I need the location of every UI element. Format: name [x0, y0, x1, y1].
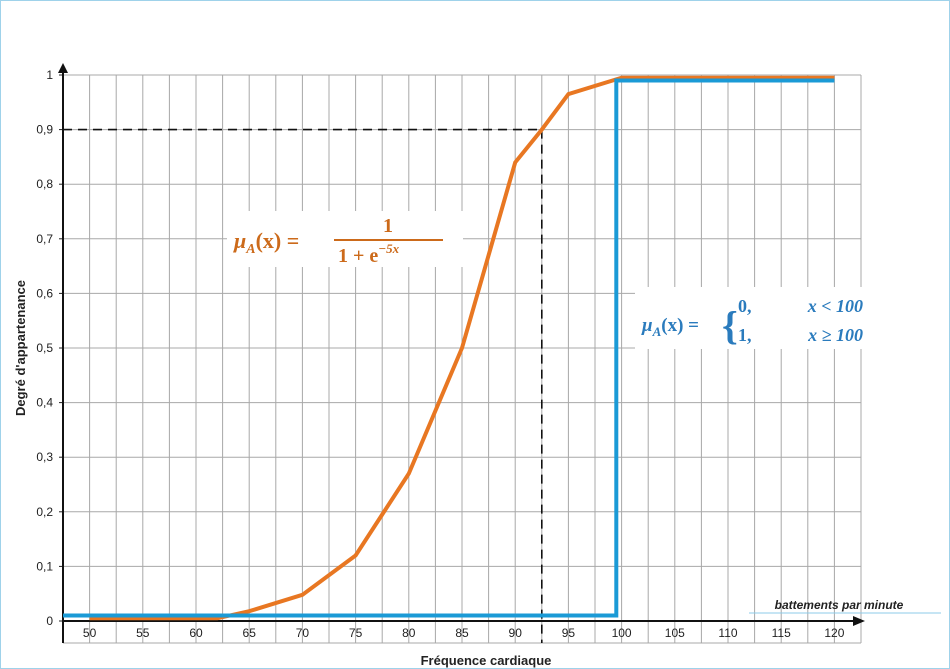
y-tick-label: 0,1 — [36, 559, 53, 573]
x-axis-title: Fréquence cardiaque — [421, 653, 552, 668]
sigmoid-formula-lhs: μA(x) = — [233, 228, 299, 257]
x-tick-label: 70 — [296, 626, 310, 640]
x-tick-label: 65 — [243, 626, 257, 640]
sigmoid-numerator: 1 — [383, 215, 393, 237]
y-axis-title: Degré d'appartenance — [13, 280, 28, 416]
y-tick-label: 0,7 — [36, 232, 53, 246]
series-line-sigmoid — [89, 75, 835, 621]
sigmoid-formula: μA(x) = 1 1 + e−5x — [227, 211, 463, 267]
x-axis-arrow — [853, 616, 865, 626]
y-tick-label: 0,4 — [36, 396, 53, 410]
step-case2-condition: x ≥ 100 — [807, 325, 863, 345]
series-group — [63, 75, 835, 621]
step-case1-value: 0, — [738, 296, 752, 316]
x-tick-label: 100 — [612, 626, 632, 640]
step-formula-bg — [635, 287, 871, 349]
y-tick-labels: 0 0,1 0,2 0,3 0,4 0,5 0,6 0,7 0,8 0,9 1 — [36, 68, 53, 628]
sigmoid-denominator: 1 + e−5x — [338, 241, 400, 267]
x-tick-label: 105 — [665, 626, 685, 640]
y-tick-label: 0,6 — [36, 286, 53, 300]
x-unit-label: battements par minute — [775, 598, 904, 612]
y-tick-label: 0,8 — [36, 177, 53, 191]
x-tick-label: 120 — [824, 626, 844, 640]
step-case2-value: 1, — [738, 325, 752, 345]
y-tick-label: 0,3 — [36, 450, 53, 464]
x-tick-label: 115 — [772, 626, 791, 640]
step-formula: μA(x) = { 0, x < 100 1, x ≥ 100 — [635, 287, 871, 349]
y-tick-label: 0,5 — [36, 341, 53, 355]
axes — [58, 63, 941, 643]
y-axis-arrow — [58, 63, 68, 73]
grid — [62, 74, 862, 644]
y-tick-label: 0,2 — [36, 505, 53, 519]
y-tick-label: 0 — [46, 614, 53, 628]
x-tick-label: 85 — [455, 626, 469, 640]
x-tick-label: 110 — [718, 626, 737, 640]
step-formula-lhs: μA(x) = — [641, 315, 699, 339]
y-tick-label: 0,9 — [36, 123, 53, 137]
step-brace: { — [722, 303, 738, 348]
step-case1-condition: x < 100 — [807, 296, 863, 316]
reference-lines — [63, 128, 543, 643]
x-tick-label: 75 — [349, 626, 363, 640]
series-line-step — [63, 78, 835, 618]
x-tick-label: 60 — [189, 626, 203, 640]
x-tick-label: 50 — [83, 626, 97, 640]
x-tick-label: 55 — [136, 626, 150, 640]
x-tick-labels: 50 55 60 65 70 75 80 85 90 95 100 105 110 115 120 — [83, 626, 845, 640]
x-tick-label: 95 — [562, 626, 576, 640]
y-tick-label: 1 — [46, 68, 53, 82]
x-tick-label: 80 — [402, 626, 416, 640]
x-tick-label: 90 — [509, 626, 523, 640]
